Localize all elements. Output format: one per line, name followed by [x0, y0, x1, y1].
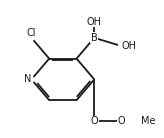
Text: O: O — [91, 116, 98, 126]
Text: B: B — [91, 33, 98, 43]
Text: Cl: Cl — [27, 28, 36, 38]
Text: Me: Me — [141, 116, 155, 126]
Text: O: O — [118, 116, 125, 126]
Text: OH: OH — [87, 17, 102, 27]
Text: OH: OH — [122, 41, 137, 51]
Text: N: N — [24, 74, 31, 84]
